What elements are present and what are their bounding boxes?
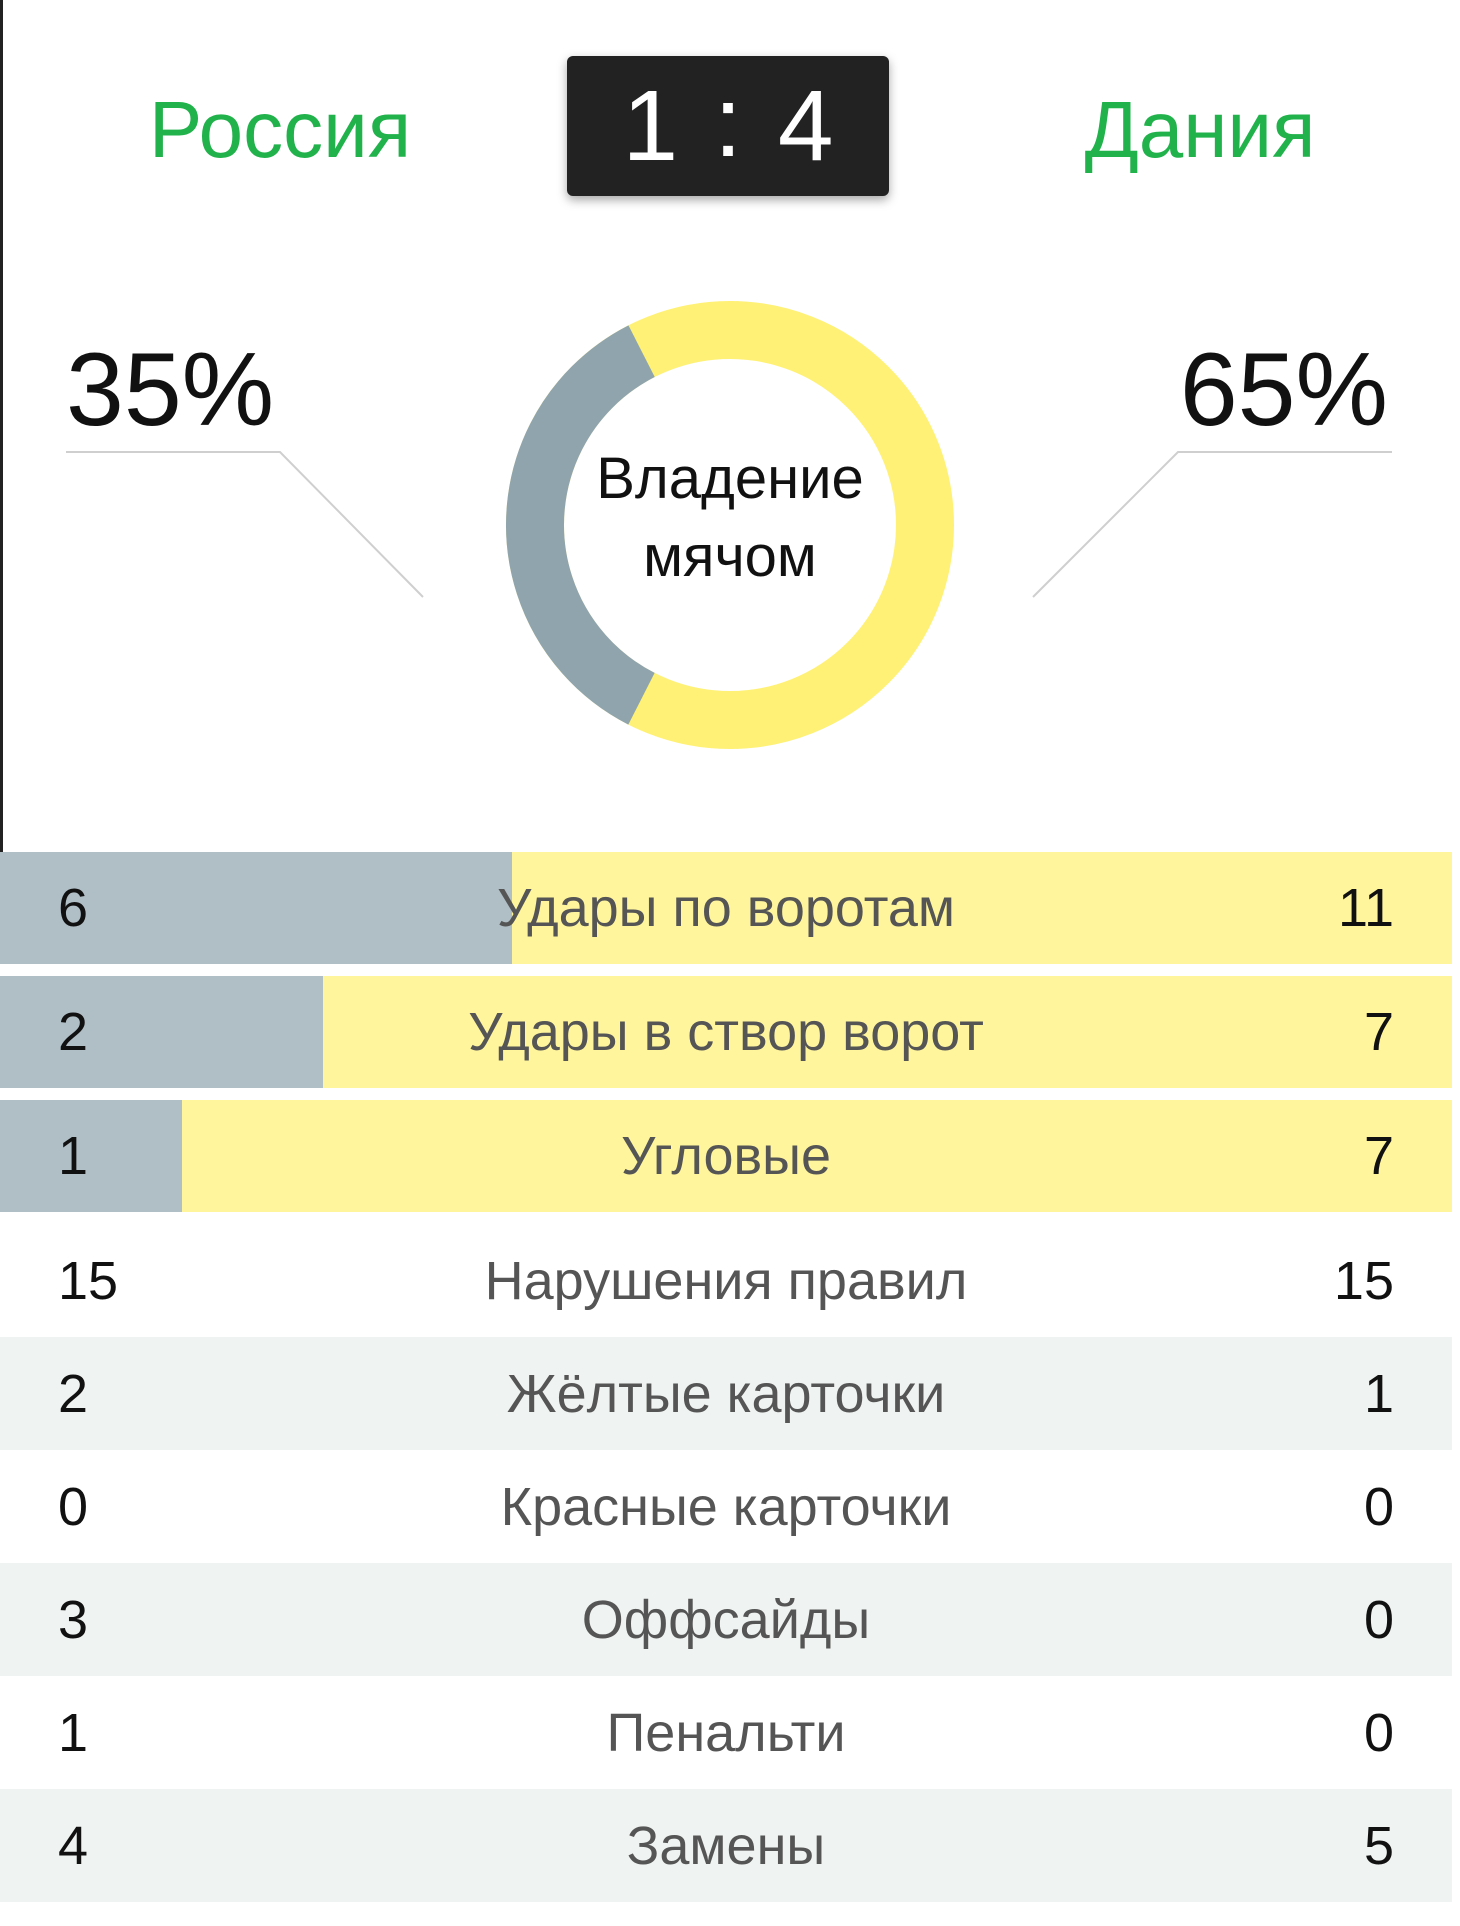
away-stat-bar <box>0 1100 1452 1212</box>
home-stat-bar <box>0 852 513 964</box>
score-separator: : <box>714 66 742 178</box>
home-stat-value: 6 <box>58 878 89 938</box>
stat-row: Угловые 1 7 <box>0 1100 1452 1212</box>
home-stat-value: 3 <box>58 1589 89 1650</box>
away-possession-percent: 65% <box>1179 332 1388 448</box>
away-score: 4 <box>777 70 834 182</box>
home-stat-value: 2 <box>58 1363 89 1424</box>
stat-label: Удары по воротам <box>496 878 956 938</box>
home-stat-value: 0 <box>58 1476 89 1537</box>
away-team-name: Дания <box>1084 85 1316 174</box>
stat-label: Угловые <box>620 1126 832 1186</box>
home-stat-bar <box>0 1100 182 1212</box>
stat-label: Удары в створ ворот <box>468 1002 984 1062</box>
stat-row: Оффсайды 3 0 <box>0 1563 1452 1676</box>
stat-row: Жёлтые карточки 2 1 <box>0 1337 1452 1450</box>
home-team-name: Россия <box>148 85 412 174</box>
stat-row: Замены 4 5 <box>0 1789 1452 1902</box>
stat-row: Пенальти 1 0 <box>0 1676 1452 1789</box>
possession-label-line2: мячом <box>643 524 817 589</box>
home-stat-value: 1 <box>58 1126 89 1186</box>
possession-label-line1: Владение <box>596 446 864 511</box>
stat-row: Удары в створ ворот 2 7 <box>0 976 1452 1088</box>
away-stat-value: 7 <box>1363 1126 1394 1186</box>
away-stat-value: 7 <box>1363 1002 1394 1062</box>
stat-row: Красные карточки 0 0 <box>0 1450 1452 1563</box>
away-stat-value: 0 <box>1363 1476 1394 1537</box>
home-stat-bar <box>0 976 323 1088</box>
home-stat-value: 4 <box>58 1815 89 1876</box>
stat-label: Пенальти <box>606 1702 846 1763</box>
home-stat-value: 2 <box>58 1002 89 1062</box>
stat-label: Жёлтые карточки <box>506 1363 946 1424</box>
stat-row: Нарушения правил 15 15 <box>0 1224 1452 1337</box>
away-stat-value: 11 <box>1337 878 1394 938</box>
possession-leader-lines <box>66 451 1392 598</box>
stats-table: Удары по воротам 6 11 Удары в створ ворот 2 7… <box>0 852 1452 1902</box>
home-stat-value: 15 <box>58 1250 119 1311</box>
home-score: 1 <box>622 70 679 182</box>
possession-donut-chart <box>505 301 954 749</box>
stat-label: Замены <box>626 1815 826 1876</box>
away-stat-value: 0 <box>1363 1589 1394 1650</box>
away-stat-value: 15 <box>1333 1250 1394 1311</box>
possession-label: Владение мячом <box>560 440 900 596</box>
stat-label: Нарушения правил <box>484 1250 968 1311</box>
home-stat-value: 1 <box>58 1702 89 1763</box>
away-stat-value: 0 <box>1363 1702 1394 1763</box>
home-leader-line <box>66 451 424 598</box>
stat-label: Красные карточки <box>500 1476 952 1537</box>
scoreboard: 1 : 4 <box>567 56 889 196</box>
left-edge-border <box>0 0 3 860</box>
away-leader-line <box>1032 451 1392 598</box>
home-possession-percent: 35% <box>66 332 275 448</box>
stat-row: Удары по воротам 6 11 <box>0 852 1452 964</box>
away-stat-value: 1 <box>1363 1363 1394 1424</box>
stat-label: Оффсайды <box>581 1589 871 1650</box>
away-stat-value: 5 <box>1363 1815 1394 1876</box>
